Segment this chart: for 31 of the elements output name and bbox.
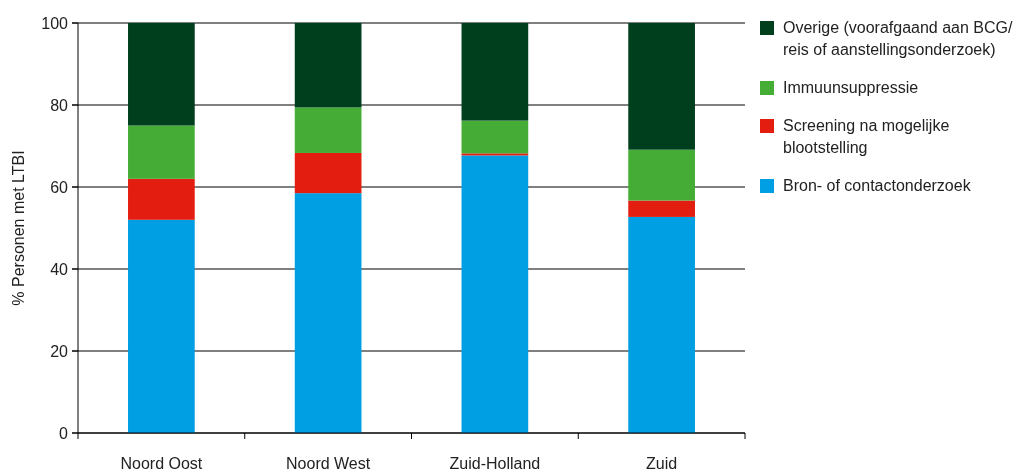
bar <box>461 155 529 433</box>
y-tick-label: 80 <box>50 96 69 114</box>
bar <box>128 125 195 179</box>
bar <box>128 219 195 433</box>
bar <box>294 152 362 194</box>
legend-label: Bron- of contactonderzoek <box>783 177 972 194</box>
legend-label: Immuunsuppressie <box>783 79 919 96</box>
y-tick-label: 60 <box>50 178 69 196</box>
y-tick-label: 40 <box>50 260 69 278</box>
x-tick-label: Noord Oost <box>120 455 203 472</box>
bar <box>628 200 695 217</box>
bar <box>294 23 362 108</box>
bar <box>461 120 529 154</box>
y-tick-label: 100 <box>41 14 69 32</box>
bar <box>128 178 195 220</box>
x-tick-label: Noord West <box>286 455 371 472</box>
legend-label: Overige (voorafgaand aan BCG/ reis of aanstellingsonderzoek) <box>783 19 1014 58</box>
y-axis-title: % Personen met LTBI <box>10 150 27 306</box>
y-tick-label: 20 <box>50 342 69 360</box>
x-tick-label: Zuid-Holland <box>449 455 541 472</box>
bar <box>294 107 362 153</box>
bar <box>461 23 529 121</box>
bar <box>128 23 195 126</box>
bar <box>628 149 695 201</box>
y-tick-label: 0 <box>59 424 69 442</box>
legend-label: Screening na mogelijke blootstelling <box>783 117 950 156</box>
x-tick-label: Zuid <box>646 455 678 472</box>
bar <box>628 23 695 150</box>
bar <box>628 216 695 433</box>
bar <box>294 193 362 433</box>
bar <box>461 153 529 156</box>
